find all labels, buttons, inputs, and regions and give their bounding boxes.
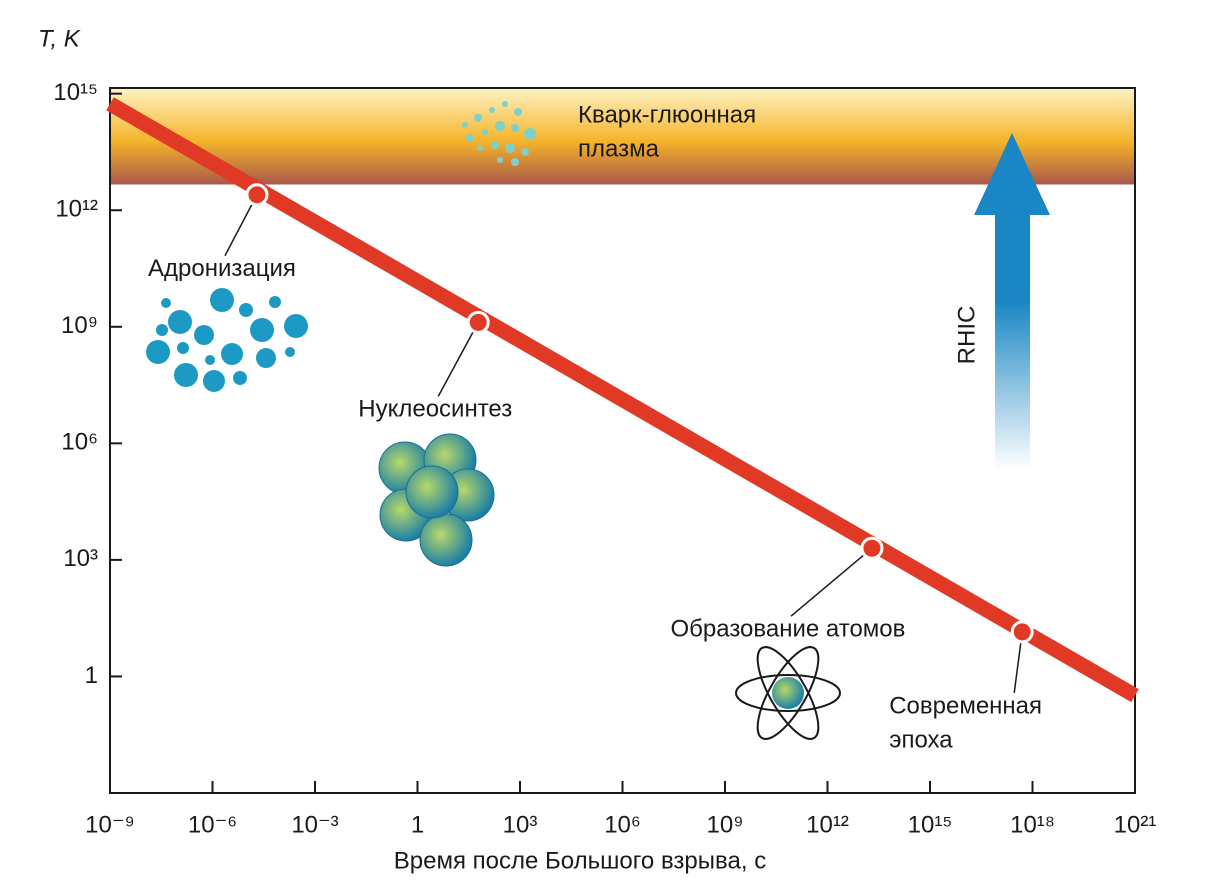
band-label: плазма <box>578 135 660 162</box>
x-tick-label: 1 <box>411 811 424 838</box>
atom-icon <box>735 646 841 740</box>
y-tick-label: 10⁹ <box>61 312 98 339</box>
hadron-icon <box>146 288 308 392</box>
event-point <box>245 183 269 207</box>
band-label: Кварк-глюонная <box>578 101 756 128</box>
x-tick-label: 10⁻³ <box>291 811 338 838</box>
plasma-band <box>110 88 1135 185</box>
plasma-icon <box>462 101 536 166</box>
y-axis-label: T, K <box>38 25 81 52</box>
y-tick-label: 10³ <box>63 545 98 572</box>
x-tick-label: 10³ <box>503 811 538 838</box>
x-tick-label: 10⁶ <box>604 811 641 838</box>
x-tick-label: 10⁹ <box>707 811 744 838</box>
y-tick-label: 1 <box>85 662 98 689</box>
event-label: Современная <box>889 692 1042 719</box>
leader-line <box>790 547 873 617</box>
rhic-arrow <box>974 133 1050 470</box>
x-tick-label: 10¹⁵ <box>908 811 953 838</box>
nucleus-icon <box>378 433 495 567</box>
y-tick-label: 10⁶ <box>61 429 98 456</box>
x-tick-label: 10⁻⁹ <box>85 811 135 838</box>
x-tick-label: 10¹⁸ <box>1010 811 1055 838</box>
event-label: Образование атомов <box>670 616 905 643</box>
x-axis-label: Время после Большого взрыва, с <box>394 847 766 874</box>
x-tick-label: 10¹² <box>806 811 849 838</box>
y-tick-label: 10¹² <box>55 196 98 223</box>
temperature-line <box>106 97 1139 703</box>
x-tick-label: 10²¹ <box>1114 811 1157 838</box>
event-label: Адронизация <box>148 255 296 282</box>
y-tick-label: 10¹⁵ <box>53 79 98 106</box>
x-tick-label: 10⁻⁶ <box>188 811 237 838</box>
event-point <box>466 310 490 334</box>
event-point <box>1010 620 1034 644</box>
leader-line <box>437 322 479 397</box>
event-label: эпоха <box>889 726 953 753</box>
event-label: Нуклеосинтез <box>358 396 512 423</box>
arrow-label: RHIC <box>953 306 980 365</box>
event-point <box>860 536 884 560</box>
